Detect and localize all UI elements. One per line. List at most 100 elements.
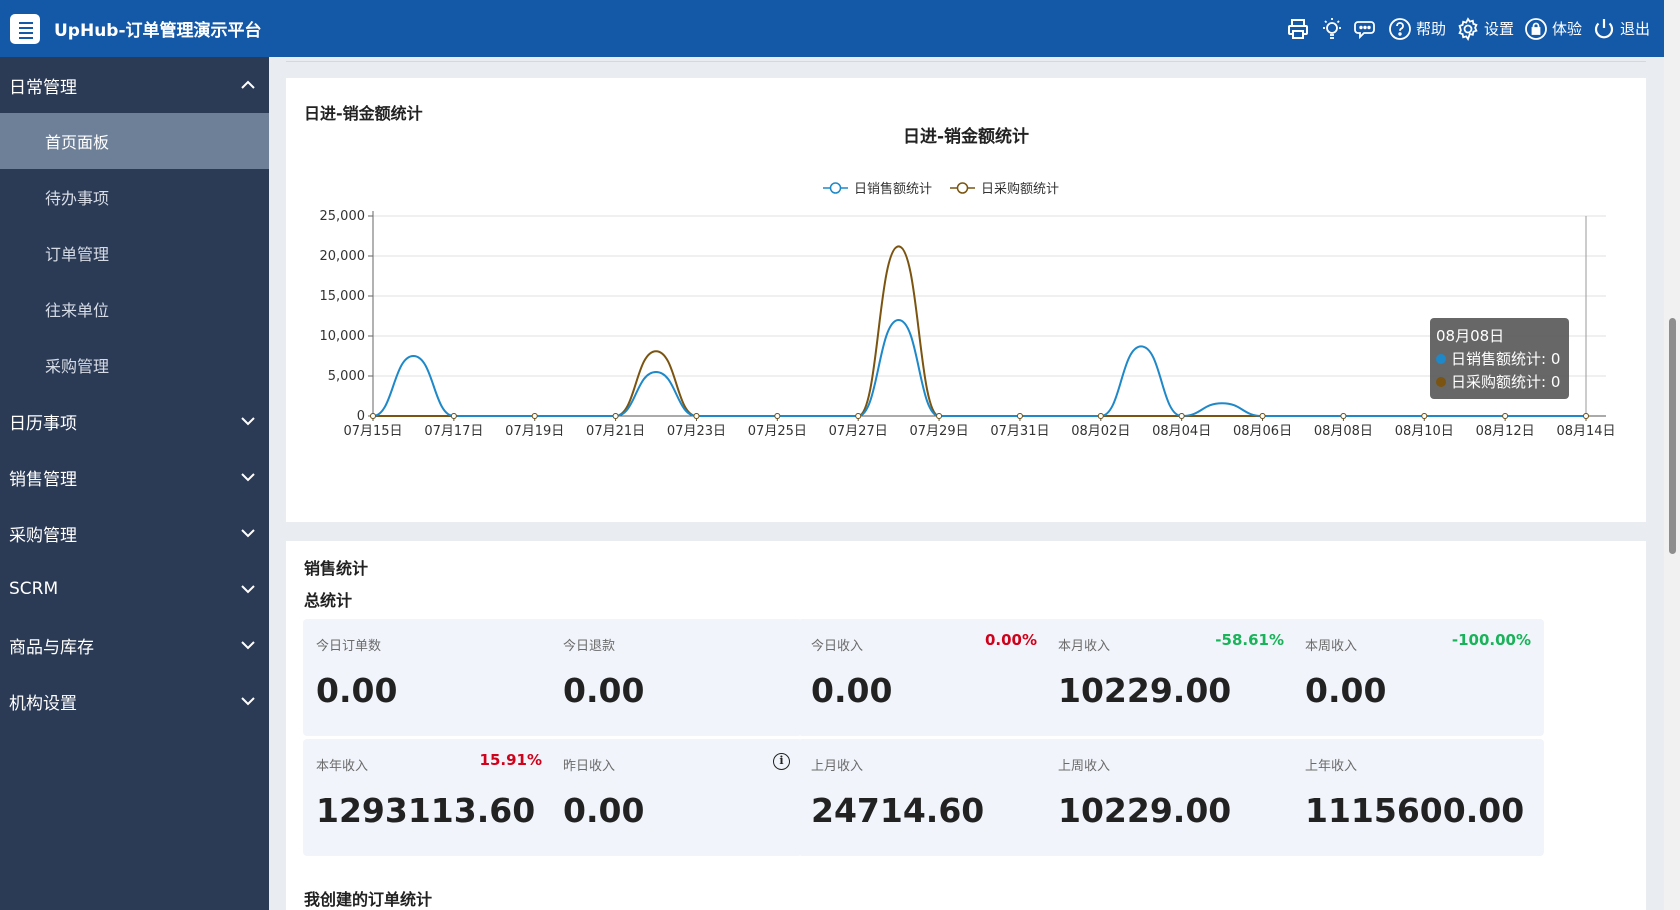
x-tick-label: 08月02日 [1071, 424, 1130, 439]
stat-value: 24714.60 [811, 791, 985, 830]
sidebar-group-label: 采购管理 [9, 525, 77, 546]
chat-icon [1354, 20, 1375, 39]
scrollbar-thumb[interactable] [1669, 318, 1676, 554]
x-tick-label: 07月21日 [586, 424, 645, 439]
stat-label: 昨日收入 [563, 759, 616, 774]
data-point[interactable] [1340, 413, 1347, 419]
x-tick-label: 08月06日 [1233, 424, 1292, 439]
data-point[interactable] [450, 413, 457, 419]
series-line[interactable] [372, 245, 1586, 417]
print-button[interactable] [1286, 17, 1310, 41]
power-icon [1594, 18, 1614, 38]
x-tick-label: 08月10日 [1395, 424, 1454, 439]
series-line[interactable] [372, 318, 1586, 418]
theme-button[interactable] [1320, 17, 1344, 41]
header-actions: 帮助 设置 体验 退出 [1286, 0, 1650, 57]
legend-label[interactable]: 日销售额统计 [854, 181, 932, 197]
main-content: 日进-销金额统计 日进-销金额统计 日销售额统计 日采购额统计 0 5,000 10,00… [269, 57, 1664, 910]
stat-card: 上周收入 10229.00 [1045, 739, 1297, 856]
sidebar-group-sales[interactable]: 销售管理 [0, 449, 269, 505]
sidebar-item-dashboard[interactable]: 首页面板 [0, 113, 269, 169]
data-point[interactable] [612, 413, 619, 419]
stat-change: 0.00% [984, 631, 1037, 649]
y-tick-label: 15,000 [320, 289, 366, 304]
chart-card-title: 日进-销金额统计 [304, 104, 423, 123]
data-point[interactable] [1016, 413, 1023, 419]
sidebar-item-orders[interactable]: 订单管理 [45, 245, 110, 264]
x-tick-label: 07月27日 [829, 424, 888, 439]
sidebar-group-inventory[interactable]: 商品与库存 [0, 617, 269, 673]
legend-dot [1436, 376, 1446, 387]
data-point[interactable] [531, 413, 538, 419]
stat-card: 上月收入 24714.60 [798, 739, 1050, 856]
data-point[interactable] [370, 413, 376, 419]
tooltip-purchase-value: 日采购额统计: 0 [1451, 373, 1561, 391]
stat-value: 1115600.00 [1305, 791, 1525, 830]
info-icon[interactable]: i [773, 753, 790, 770]
settings-button[interactable]: 设置 [1456, 16, 1514, 41]
trial-label: 体验 [1551, 20, 1582, 38]
stat-card: 今日退款 0.00 [550, 619, 802, 736]
stat-change: -100.00% [1451, 631, 1531, 649]
app-title: UpHub-订单管理演示平台 [54, 21, 262, 41]
sidebar-group-purchasing[interactable]: 采购管理 [0, 505, 269, 561]
x-tick-label: 08月08日 [1314, 424, 1373, 439]
stat-value: 10229.00 [1058, 791, 1232, 830]
stat-value: 0.00 [1305, 671, 1387, 710]
data-point[interactable] [855, 413, 862, 419]
tooltip-row-sales: 日销售额统计: 0 [1436, 347, 1563, 370]
chat-button[interactable] [1354, 17, 1378, 41]
sidebar-item-todo[interactable]: 待办事项 [45, 189, 110, 208]
legend-marker [829, 182, 842, 194]
stat-value: 0.00 [811, 671, 893, 710]
sidebar: 日常管理 首页面板 待办事项 订单管理 往来单位 采购管理 日历事项 销售管理 … [0, 57, 269, 910]
sidebar-group-label: 日常管理 [9, 77, 77, 98]
stat-value: 0.00 [563, 791, 645, 830]
x-tick-label: 07月29日 [910, 424, 969, 439]
stats-section-title: 销售统计 [304, 559, 369, 578]
sidebar-item-contacts[interactable]: 往来单位 [45, 301, 110, 320]
stat-label: 本月收入 [1058, 639, 1111, 654]
stats-sub-title: 总统计 [304, 591, 353, 610]
data-point[interactable] [1097, 413, 1104, 419]
data-point[interactable] [936, 413, 943, 419]
stat-card: 上年收入 1115600.00 [1292, 739, 1544, 856]
lightbulb-icon [1322, 17, 1341, 39]
chart-tooltip: 08月08日 日销售额统计: 0 日采购额统计: 0 [1430, 318, 1569, 399]
tooltip-date: 08月08日 [1436, 327, 1505, 345]
sidebar-group-scrm[interactable]: SCRM [0, 561, 269, 617]
data-point[interactable] [693, 413, 700, 419]
data-point[interactable] [1178, 413, 1185, 419]
stat-label: 今日订单数 [316, 639, 382, 654]
sidebar-group-org[interactable]: 机构设置 [0, 673, 269, 729]
sidebar-group-calendar[interactable]: 日历事项 [0, 393, 269, 449]
stat-label: 今日收入 [811, 639, 864, 654]
legend-marker [956, 182, 969, 194]
data-point[interactable] [1421, 413, 1428, 419]
help-label: 帮助 [1415, 20, 1446, 38]
logout-button[interactable]: 退出 [1592, 17, 1650, 41]
x-tick-label: 08月12日 [1476, 424, 1535, 439]
data-point[interactable] [1259, 413, 1266, 419]
gear-icon [1458, 16, 1478, 41]
data-point[interactable] [1583, 413, 1589, 419]
x-tick-label: 07月19日 [505, 424, 564, 439]
stat-label: 今日退款 [563, 639, 616, 654]
sidebar-item-purchase[interactable]: 采购管理 [45, 357, 110, 376]
data-point[interactable] [774, 413, 781, 419]
trial-button[interactable]: 体验 [1524, 17, 1582, 41]
legend-label[interactable]: 日采购额统计 [981, 181, 1059, 197]
my-orders-title: 我创建的订单统计 [304, 890, 433, 909]
help-button[interactable]: 帮助 [1388, 17, 1446, 41]
stat-label: 本年收入 [316, 759, 369, 774]
stat-card: 本周收入 0.00 -100.00% [1292, 619, 1544, 736]
stat-change: 15.91% [479, 751, 542, 769]
legend-dot [1436, 353, 1446, 364]
stat-card: 昨日收入 0.00 i [550, 739, 802, 856]
help-icon [1389, 17, 1411, 40]
stat-card: 本年收入 1293113.60 15.91% [303, 739, 555, 856]
data-point[interactable] [1502, 413, 1509, 419]
stat-value: 0.00 [563, 671, 645, 710]
sidebar-group-daily[interactable]: 日常管理 [0, 57, 269, 113]
